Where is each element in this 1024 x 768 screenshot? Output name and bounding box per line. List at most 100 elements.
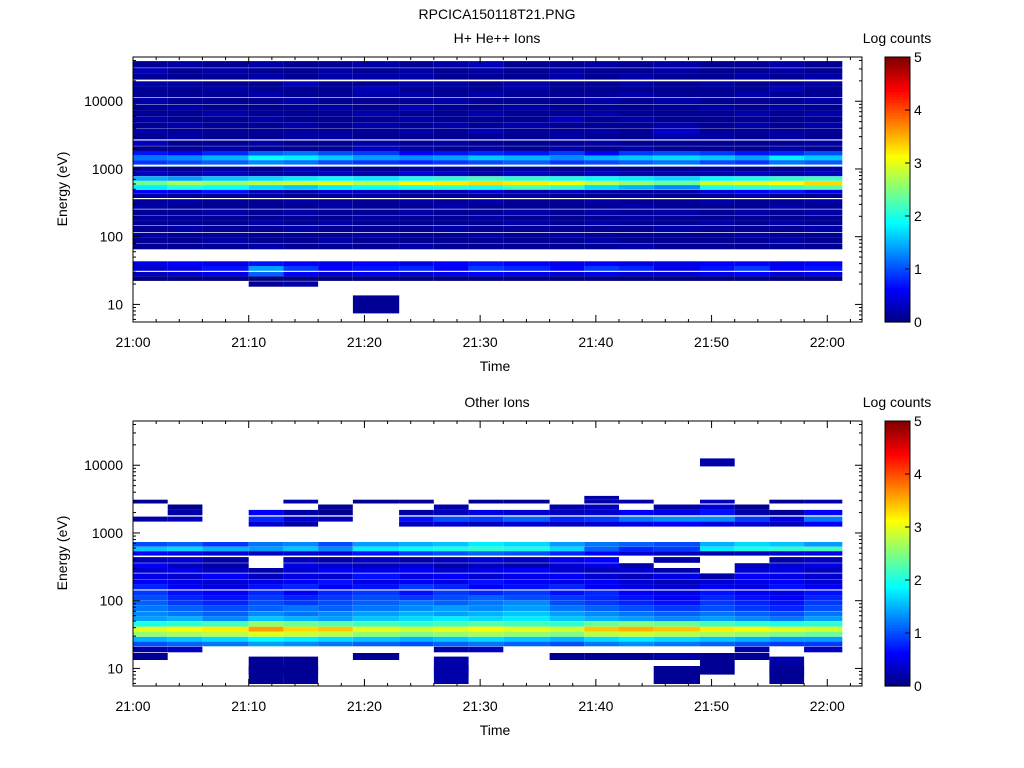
heatmap-cell xyxy=(433,166,469,172)
heatmap-cell xyxy=(804,579,843,585)
heatmap-cell xyxy=(549,116,585,123)
heatmap-cell xyxy=(549,557,585,563)
heatmap-cell xyxy=(399,595,434,601)
heatmap-cell xyxy=(399,557,434,563)
heatmap-cell xyxy=(202,128,249,134)
heatmap-cell xyxy=(248,193,284,198)
colorbar-segment xyxy=(885,593,910,597)
heatmap-cell xyxy=(399,92,434,98)
heatmap-cell xyxy=(167,276,203,281)
heatmap-cell xyxy=(549,215,585,221)
heatmap-cell xyxy=(283,209,319,215)
heatmap-cell xyxy=(318,641,353,647)
heatmap-cell xyxy=(283,61,319,68)
heatmap-cell xyxy=(468,185,504,190)
heatmap-cell xyxy=(700,193,735,198)
heatmap-cell xyxy=(318,595,353,601)
heatmap-cell xyxy=(700,631,735,637)
heatmap-cell xyxy=(133,243,168,250)
heatmap-cell xyxy=(248,209,284,215)
heatmap-cell xyxy=(433,595,469,601)
heatmap-cell xyxy=(318,199,353,204)
heatmap-cell xyxy=(619,626,654,632)
heatmap-cell xyxy=(503,605,550,611)
colorbar-segment xyxy=(885,78,910,82)
heatmap-cell xyxy=(202,611,249,617)
y-tick-label: 10000 xyxy=(84,457,123,473)
colorbar-segment xyxy=(885,149,910,153)
heatmap-cell xyxy=(202,215,249,221)
colorbar-segment xyxy=(885,638,910,642)
heatmap-cell xyxy=(584,616,619,622)
heatmap-cell xyxy=(804,516,843,522)
heatmap-cell xyxy=(619,584,654,590)
colorbar-segment xyxy=(885,216,910,220)
heatmap-cell xyxy=(503,61,550,68)
y-tick-label: 1000 xyxy=(92,525,123,541)
heatmap-cell xyxy=(804,181,843,186)
heatmap-cell xyxy=(202,176,249,181)
heatmap-cell xyxy=(202,261,249,267)
heatmap-cell xyxy=(769,220,805,226)
heatmap-cell xyxy=(503,171,550,177)
heatmap-cell xyxy=(399,204,434,209)
colorbar-segment xyxy=(885,656,910,661)
heatmap-cell xyxy=(283,199,319,204)
colorbar-segment xyxy=(885,553,910,557)
colorbar-segment xyxy=(885,242,910,246)
colorbar-segment xyxy=(885,492,910,496)
heatmap-cell xyxy=(399,636,434,642)
colorbar-segment xyxy=(885,542,910,547)
heatmap-cell xyxy=(584,155,619,161)
heatmap-cell xyxy=(248,573,284,579)
heatmap-cell xyxy=(804,68,843,74)
heatmap-cell xyxy=(653,81,700,87)
colorbar-segment xyxy=(885,654,910,658)
heatmap-cell xyxy=(283,568,319,573)
heatmap-cell xyxy=(167,557,203,563)
heatmap-cell xyxy=(167,568,203,573)
heatmap-cell xyxy=(352,295,400,314)
heatmap-cell xyxy=(804,621,843,627)
heatmap-cell xyxy=(352,641,400,647)
heatmap-cells xyxy=(133,61,843,314)
heatmap-cell xyxy=(700,458,735,467)
heatmap-cell xyxy=(352,626,400,632)
heatmap-cell xyxy=(619,128,654,134)
heatmap-cell xyxy=(433,516,469,522)
heatmap-cell xyxy=(283,557,319,563)
heatmap-cell xyxy=(619,185,654,190)
heatmap-cell xyxy=(734,271,770,277)
heatmap-cell xyxy=(549,92,585,98)
heatmap-cell xyxy=(804,116,843,123)
heatmap-cell xyxy=(133,204,168,209)
heatmap-cell xyxy=(167,220,203,226)
panel-title: H+ He++ Ions xyxy=(454,30,541,46)
x-tick-label: 22:00 xyxy=(810,698,845,714)
heatmap-cell xyxy=(804,134,843,140)
heatmap-cell xyxy=(804,646,843,653)
heatmap-cell xyxy=(734,551,770,556)
colorbar-segment xyxy=(885,67,910,71)
heatmap-cell xyxy=(167,122,203,129)
heatmap-cell xyxy=(468,646,504,653)
heatmap-cell xyxy=(468,220,504,226)
heatmap-cell xyxy=(584,266,619,271)
heatmap-cell xyxy=(503,176,550,181)
heatmap-cell xyxy=(549,140,585,146)
heatmap-cell xyxy=(133,199,168,204)
colorbar-segment xyxy=(885,163,910,167)
heatmap-cell xyxy=(769,193,805,198)
heatmap-cell xyxy=(133,176,168,181)
heatmap-cell xyxy=(433,151,469,156)
heatmap-cell xyxy=(653,521,700,527)
heatmap-cell xyxy=(352,98,400,105)
colorbar-segment xyxy=(885,184,910,188)
heatmap-cell xyxy=(248,151,284,156)
heatmap-cell xyxy=(619,261,654,267)
heatmap-cell xyxy=(734,616,770,622)
heatmap-cell xyxy=(584,641,619,647)
heatmap-cell xyxy=(433,225,469,232)
colorbar-segment xyxy=(885,630,910,634)
heatmap-cell xyxy=(352,621,400,627)
